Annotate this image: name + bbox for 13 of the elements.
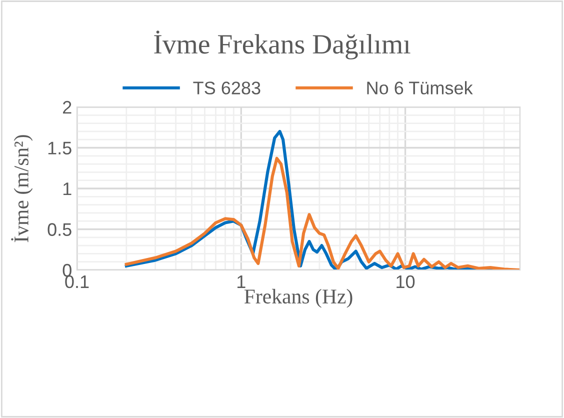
x-tick-label: 10 [396,275,415,288]
x-tick-label: 0.1 [65,275,89,288]
x-tick-label: 1 [237,276,246,288]
y-tick-label: 1.5 [48,142,72,154]
y-tick-label: 0 [62,264,72,277]
legend-label: No 6 Tümsek [367,81,473,94]
legend-label: TS 6283 [193,82,260,94]
x-axis-title: Frekans (Hz) [244,288,352,308]
y-axis-title: İvme (m/sn²) [11,135,33,242]
y-tick-label: 0.5 [48,223,72,236]
y-tick-label: 2 [63,100,72,114]
chart-title: İvme Frekans Dağılımı [154,30,410,60]
y-tick-label: 1 [63,182,72,196]
